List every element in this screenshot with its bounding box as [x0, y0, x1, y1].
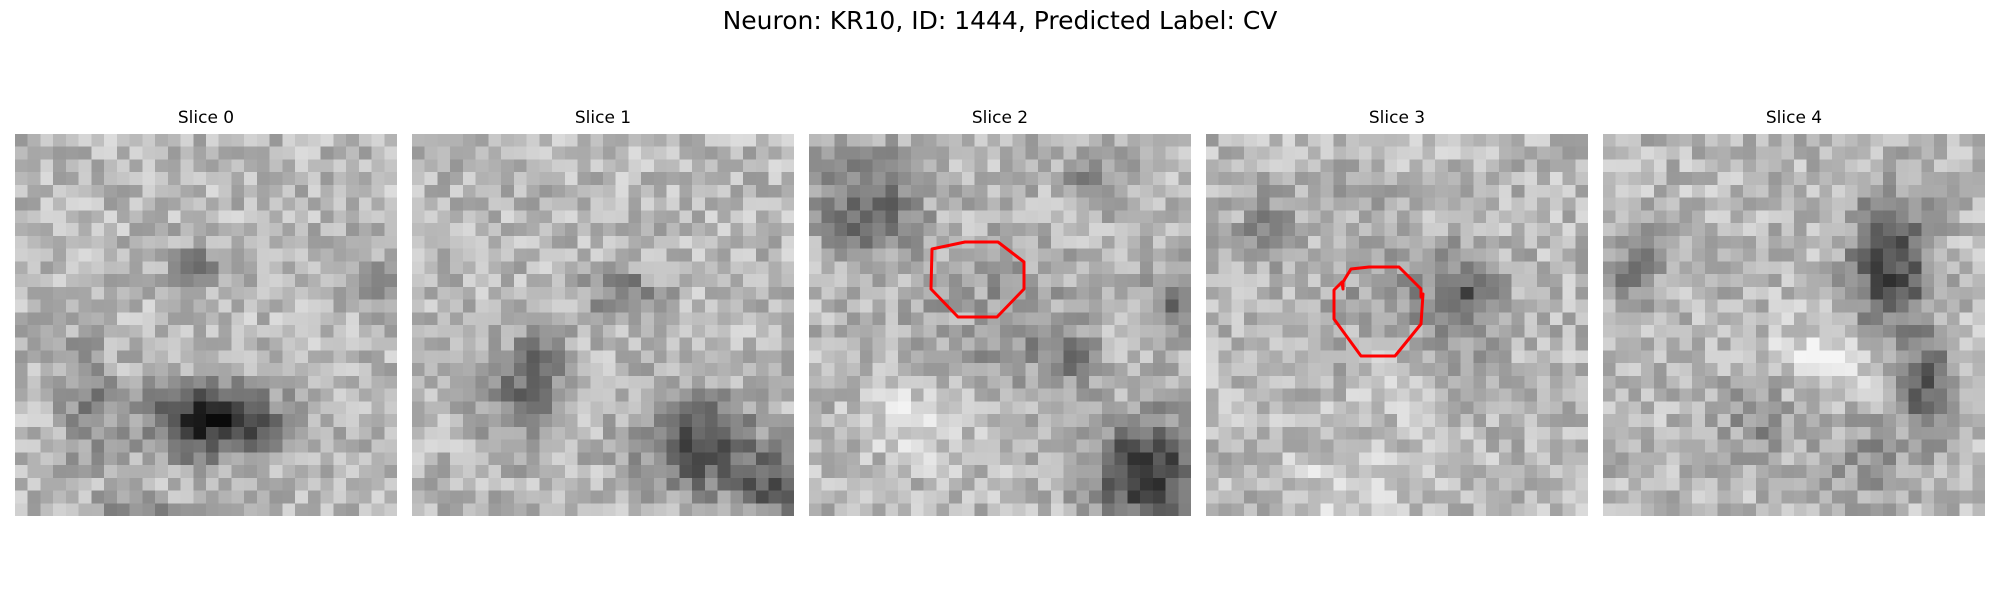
- slice-title-0: Slice 0: [177, 108, 235, 128]
- slice-panel-2: Slice 2: [809, 108, 1191, 516]
- slice-image-canvas-2: [809, 134, 1191, 516]
- roi-contour-3: [1332, 265, 1425, 358]
- slice-panel-0: Slice 0: [15, 108, 397, 516]
- slice-title-1: Slice 1: [574, 108, 632, 128]
- roi-contour-outline-2: [929, 240, 1026, 319]
- slice-image-0: [15, 134, 397, 516]
- slice-image-4: [1603, 134, 1985, 516]
- roi-contour-2: [929, 240, 1026, 319]
- slice-image-canvas-0: [15, 134, 397, 516]
- figure-title: Neuron: KR10, ID: 1444, Predicted Label:…: [722, 6, 1278, 35]
- slice-image-canvas-1: [412, 134, 794, 516]
- roi-contour-outline-3: [1332, 265, 1425, 358]
- slice-title-4: Slice 4: [1765, 108, 1823, 128]
- slice-panel-4: Slice 4: [1603, 108, 1985, 516]
- slice-image-2: [809, 134, 1191, 516]
- slice-image-1: [412, 134, 794, 516]
- slice-title-2: Slice 2: [971, 108, 1029, 128]
- slice-panel-1: Slice 1: [412, 108, 794, 516]
- slice-panel-3: Slice 3: [1206, 108, 1588, 516]
- slice-image-3: [1206, 134, 1588, 516]
- slice-title-3: Slice 3: [1368, 108, 1426, 128]
- slice-image-canvas-4: [1603, 134, 1985, 516]
- slice-image-canvas-3: [1206, 134, 1588, 516]
